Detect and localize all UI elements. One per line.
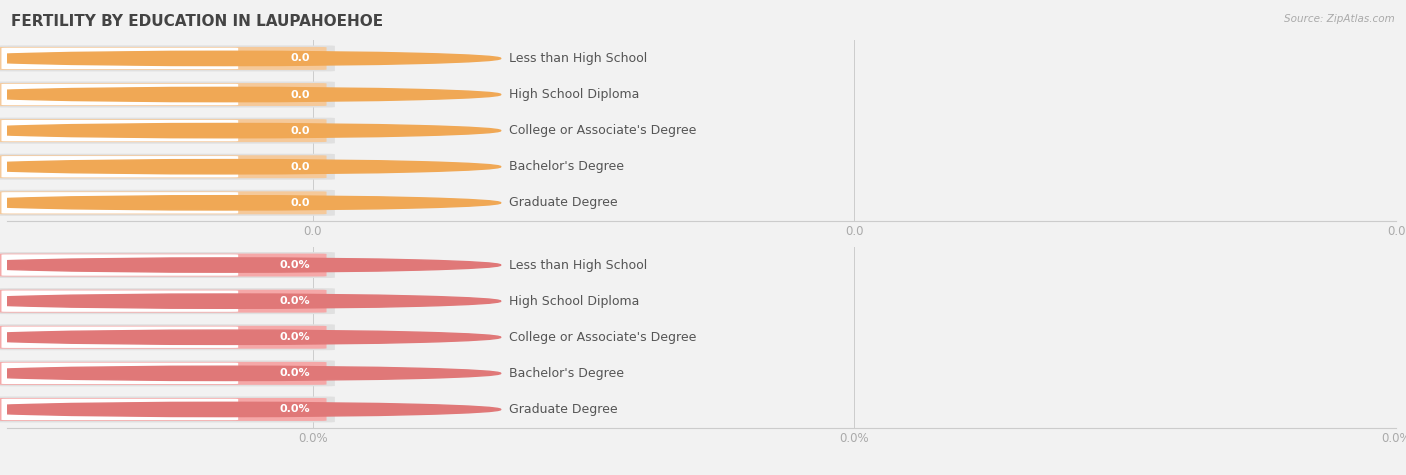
Text: College or Associate's Degree: College or Associate's Degree [509, 124, 697, 137]
FancyBboxPatch shape [0, 254, 326, 276]
Text: Source: ZipAtlas.com: Source: ZipAtlas.com [1284, 14, 1395, 24]
FancyBboxPatch shape [0, 47, 326, 70]
FancyBboxPatch shape [1, 192, 238, 213]
FancyBboxPatch shape [0, 191, 326, 214]
FancyBboxPatch shape [0, 324, 335, 350]
Circle shape [0, 87, 501, 102]
FancyBboxPatch shape [1, 120, 238, 141]
FancyBboxPatch shape [0, 290, 326, 313]
Text: 0.0: 0.0 [291, 125, 309, 136]
FancyBboxPatch shape [1, 156, 238, 177]
FancyBboxPatch shape [0, 83, 326, 106]
FancyBboxPatch shape [1, 84, 238, 105]
Text: Graduate Degree: Graduate Degree [509, 403, 619, 416]
FancyBboxPatch shape [1, 291, 238, 312]
Text: 0.0%: 0.0% [280, 332, 309, 342]
Text: 0.0%: 0.0% [280, 260, 309, 270]
Text: 0.0: 0.0 [291, 53, 309, 64]
Text: High School Diploma: High School Diploma [509, 294, 640, 308]
FancyBboxPatch shape [1, 255, 238, 276]
Text: 0.0: 0.0 [291, 162, 309, 172]
FancyBboxPatch shape [0, 397, 335, 422]
FancyBboxPatch shape [0, 82, 335, 107]
FancyBboxPatch shape [0, 155, 326, 178]
Circle shape [0, 124, 501, 138]
Text: 0.0%: 0.0% [280, 296, 309, 306]
FancyBboxPatch shape [0, 252, 335, 278]
Text: 0.0: 0.0 [291, 198, 309, 208]
FancyBboxPatch shape [0, 46, 335, 71]
Text: 0.0%: 0.0% [280, 368, 309, 379]
Text: Bachelor's Degree: Bachelor's Degree [509, 367, 624, 380]
FancyBboxPatch shape [0, 398, 326, 421]
Text: FERTILITY BY EDUCATION IN LAUPAHOEHOE: FERTILITY BY EDUCATION IN LAUPAHOEHOE [11, 14, 384, 29]
FancyBboxPatch shape [1, 363, 238, 384]
FancyBboxPatch shape [0, 154, 335, 180]
Circle shape [0, 258, 501, 272]
FancyBboxPatch shape [0, 362, 326, 385]
Circle shape [0, 294, 501, 308]
Text: Less than High School: Less than High School [509, 52, 648, 65]
Text: High School Diploma: High School Diploma [509, 88, 640, 101]
Circle shape [0, 330, 501, 344]
Text: Bachelor's Degree: Bachelor's Degree [509, 160, 624, 173]
Circle shape [0, 160, 501, 174]
Text: Graduate Degree: Graduate Degree [509, 196, 619, 209]
FancyBboxPatch shape [1, 399, 238, 420]
FancyBboxPatch shape [1, 327, 238, 348]
FancyBboxPatch shape [1, 48, 238, 69]
Circle shape [0, 366, 501, 380]
FancyBboxPatch shape [0, 190, 335, 216]
FancyBboxPatch shape [0, 119, 326, 142]
Circle shape [0, 51, 501, 66]
Text: College or Associate's Degree: College or Associate's Degree [509, 331, 697, 344]
FancyBboxPatch shape [0, 118, 335, 143]
FancyBboxPatch shape [0, 326, 326, 349]
FancyBboxPatch shape [0, 288, 335, 314]
Circle shape [0, 402, 501, 417]
Circle shape [0, 196, 501, 210]
FancyBboxPatch shape [0, 361, 335, 386]
Text: 0.0%: 0.0% [280, 404, 309, 415]
Text: Less than High School: Less than High School [509, 258, 648, 272]
Text: 0.0: 0.0 [291, 89, 309, 100]
